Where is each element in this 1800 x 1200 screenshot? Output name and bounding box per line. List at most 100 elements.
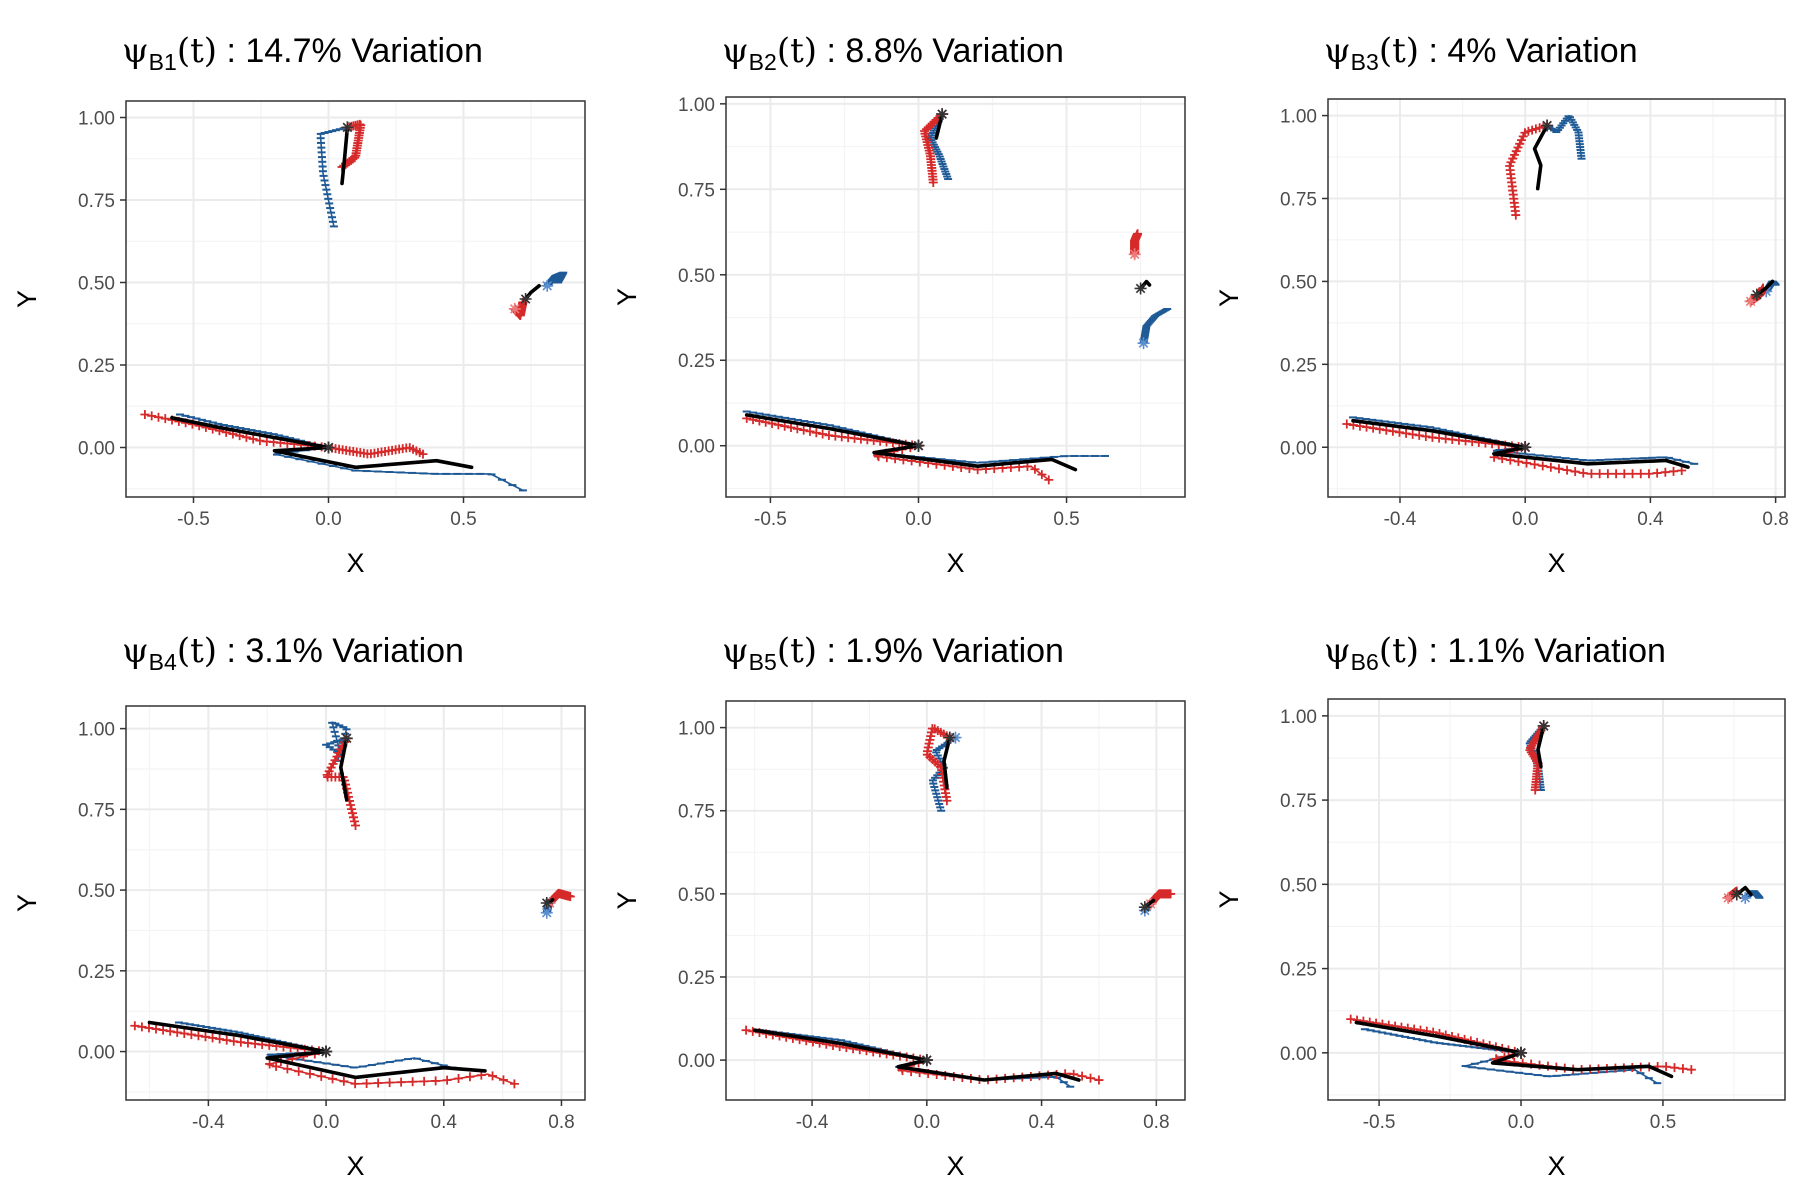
plus-marker <box>1375 424 1385 434</box>
start-asterisk-marker <box>322 441 335 454</box>
y-tick-label: 0.00 <box>678 1051 715 1072</box>
start-asterisk-marker <box>541 279 554 292</box>
panel-border <box>1327 698 1786 1101</box>
title-argument: (t) <box>1379 631 1419 671</box>
title-variation-text: 8.8% Variation <box>845 32 1064 70</box>
panel-title: ψB3(t) : 4% Variation <box>1324 31 1638 75</box>
title-symbol: ψ <box>1324 631 1351 671</box>
title-symbol: ψ <box>1324 31 1351 71</box>
y-tick-label: 0.75 <box>78 800 115 821</box>
start-asterisk-marker <box>519 293 532 305</box>
x-tick-label: 0.4 <box>1028 1112 1055 1133</box>
start-asterisk-marker <box>1537 719 1550 732</box>
mean-trajectory <box>170 416 331 450</box>
y-tick-label: 0.50 <box>678 885 715 906</box>
panel-5: -0.4 0.0 0.4 0.8 0.00 0.25 0.50 0.75 1.00 X YψB5(t… <box>612 631 1186 1181</box>
panel-title: ψB1(t) : 14.7% Variation <box>122 31 483 75</box>
plus-marker <box>200 1032 210 1042</box>
plus-marker <box>158 1025 168 1035</box>
y-tick-label: 1.00 <box>1280 707 1317 728</box>
y-axis-label: Y <box>612 288 642 306</box>
start-asterisk-marker <box>340 732 353 745</box>
x-axis-label: X <box>946 1151 964 1181</box>
title-subscript: B2 <box>749 49 777 75</box>
x-tick-label: 0.5 <box>1053 509 1079 530</box>
plus-marker <box>1603 469 1613 479</box>
plus-marker <box>347 804 357 814</box>
plus-marker <box>1611 469 1621 479</box>
x-tick-label: 0.0 <box>313 1112 339 1133</box>
y-axis-label: Y <box>12 290 42 308</box>
plus-marker <box>1530 785 1540 795</box>
plus-marker <box>1562 465 1572 475</box>
data-layer <box>1342 114 1780 479</box>
data-layer <box>130 721 575 1089</box>
panel-border <box>725 96 1186 498</box>
plus-marker <box>1342 419 1352 429</box>
y-tick-label: 0.25 <box>678 351 715 372</box>
title-subscript: B1 <box>149 49 177 75</box>
plus-marker <box>294 1066 304 1076</box>
y-tick-label: 0.75 <box>678 180 715 201</box>
title-subscript: B6 <box>1351 649 1379 675</box>
plus-marker <box>1546 462 1556 472</box>
panel-border <box>725 700 1186 1101</box>
plus-marker <box>208 1033 218 1043</box>
y-axis-label: Y <box>1214 289 1244 307</box>
mean-trajectory <box>934 112 944 140</box>
x-tick-label: 0.0 <box>1512 509 1538 530</box>
start-asterisk-marker <box>920 1054 933 1067</box>
start-asterisk-marker <box>1730 888 1743 901</box>
y-tick-label: 0.00 <box>78 439 115 460</box>
plus-marker <box>780 421 790 431</box>
plus-marker <box>1022 461 1032 471</box>
y-tick-label: 0.25 <box>78 356 115 377</box>
plus-marker <box>282 1064 292 1074</box>
plus-marker <box>565 892 575 902</box>
data-layer <box>742 108 1172 485</box>
plus-marker <box>1401 428 1411 438</box>
panel-title: ψB2(t) : 8.8% Variation <box>722 31 1064 75</box>
plus-marker <box>1513 457 1523 467</box>
plus-marker <box>1427 432 1437 442</box>
plus-marker <box>942 796 952 806</box>
title-argument: (t) <box>1379 31 1419 71</box>
title-symbol: ψ <box>722 631 749 671</box>
title-colon: : <box>1419 632 1447 670</box>
mean-trajectory <box>147 1020 328 1054</box>
plot-background <box>726 97 1185 497</box>
plus-marker <box>193 1031 203 1041</box>
title-symbol: ψ <box>122 631 149 671</box>
plus-marker <box>741 1025 751 1035</box>
plus-marker <box>137 1022 147 1032</box>
start-asterisk-marker <box>1750 288 1763 301</box>
x-tick-label: 0.0 <box>315 509 341 530</box>
plus-marker <box>1586 469 1596 479</box>
y-tick-label: 1.00 <box>78 720 115 741</box>
plus-marker <box>179 1028 189 1038</box>
plus-marker <box>346 800 356 810</box>
plot-background <box>126 101 585 497</box>
plus-marker <box>1570 467 1580 477</box>
title-argument: (t) <box>177 31 217 71</box>
y-tick-label: 0.00 <box>78 1043 115 1064</box>
plus-marker <box>442 1075 452 1085</box>
mean-trajectory <box>942 735 952 790</box>
plus-marker <box>1554 464 1564 474</box>
plus-marker <box>418 449 428 459</box>
y-tick-label: 0.50 <box>78 881 115 902</box>
mean-trajectory <box>896 1058 1081 1082</box>
x-tick-label: -0.5 <box>1363 1112 1396 1133</box>
x-tick-label: 0.5 <box>450 509 476 530</box>
y-axis-label: Y <box>1214 890 1244 908</box>
plot-background <box>1328 99 1785 497</box>
plus-marker <box>172 1027 182 1037</box>
x-axis-label: X <box>346 548 364 578</box>
mean-trajectory <box>339 736 349 802</box>
plus-marker <box>465 1072 475 1082</box>
plus-marker <box>786 422 796 432</box>
x-tick-label: -0.5 <box>754 509 787 530</box>
plus-marker <box>160 414 170 424</box>
